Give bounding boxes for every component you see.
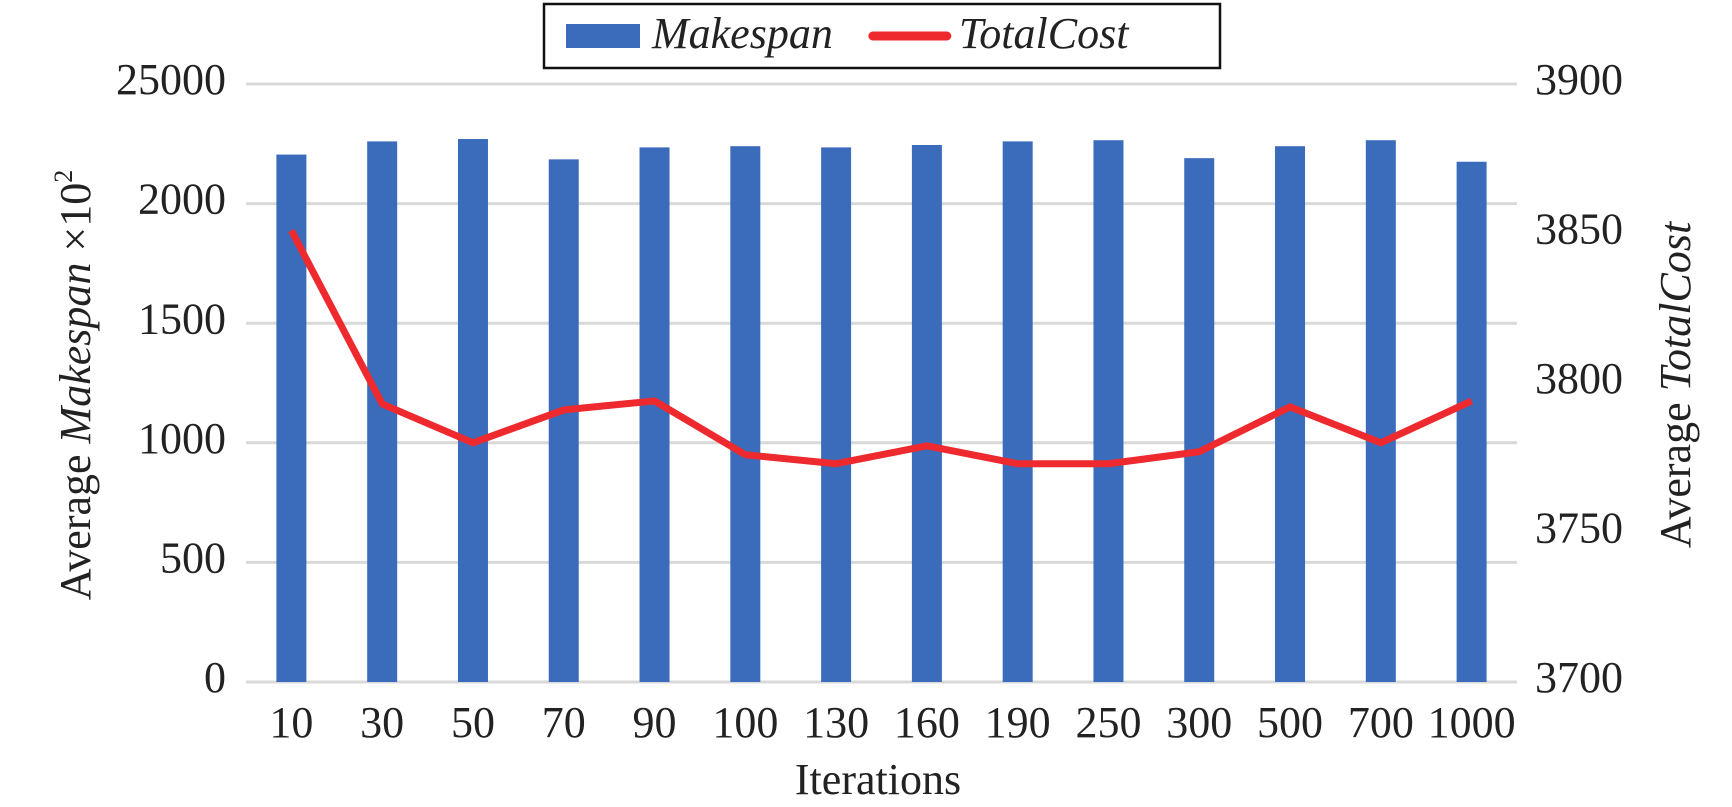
x-tick-label: 500 [1257, 698, 1323, 747]
x-tick-label: 250 [1075, 698, 1141, 747]
y-tick-label: 1000 [138, 414, 226, 463]
bar [1184, 158, 1215, 683]
x-tick-label: 190 [985, 698, 1051, 747]
bar [730, 146, 761, 682]
x-tick-label: 130 [803, 698, 869, 747]
legend-swatch [566, 24, 640, 48]
y-axis-title: Average Makespan ×102 [49, 170, 100, 600]
x-tick-label: 70 [542, 698, 586, 747]
legend: Makespan TotalCost [566, 9, 1130, 58]
y-tick-label: 0 [204, 653, 226, 702]
x-tick-label: 100 [712, 698, 778, 747]
legend-label: Makespan [651, 9, 833, 58]
y-tick-label: 25000 [116, 55, 226, 104]
y2-tick-label: 3900 [1535, 55, 1623, 104]
y2-title-emphasis: TotalCost [1651, 220, 1700, 391]
y2-tick-label: 3700 [1535, 653, 1623, 702]
y-tick-label: 2000 [138, 175, 226, 224]
y-tick-label: 1500 [138, 294, 226, 343]
bar [1093, 140, 1124, 682]
y-title-emphasis: Makespan [51, 263, 100, 445]
y2-tick-label: 3750 [1535, 504, 1623, 553]
bar [639, 147, 670, 682]
line [288, 228, 1474, 468]
bar [821, 147, 852, 682]
y2-title-prefix: Average [1651, 402, 1700, 548]
y2-tick-label: 3800 [1535, 354, 1623, 403]
bar [457, 139, 488, 683]
bar [1002, 141, 1033, 682]
x-tick-label: 300 [1166, 698, 1232, 747]
bar [548, 159, 579, 682]
y2-tick-label: 3850 [1535, 205, 1623, 254]
y-title-prefix: Average [51, 454, 100, 600]
legend-label: TotalCost [959, 9, 1130, 58]
x-tick-label: 90 [633, 698, 677, 747]
x-tick-label: 30 [360, 698, 404, 747]
bar [1365, 140, 1396, 682]
x-tick-label: 700 [1348, 698, 1414, 747]
y-title-suffix: ×10 [51, 183, 100, 252]
x-tick-label: 50 [451, 698, 495, 747]
y-tick-label: 500 [160, 533, 226, 582]
y2-axis-title: Average TotalCost [1651, 220, 1700, 548]
bar [1456, 161, 1487, 683]
bar [911, 144, 942, 683]
x-axis-title: Iterations [795, 755, 961, 804]
x-tick-label: 160 [894, 698, 960, 747]
x-tick-label: 10 [269, 698, 313, 747]
y-title-exponent: 2 [49, 170, 78, 183]
x-tick-label: 1000 [1428, 698, 1516, 747]
